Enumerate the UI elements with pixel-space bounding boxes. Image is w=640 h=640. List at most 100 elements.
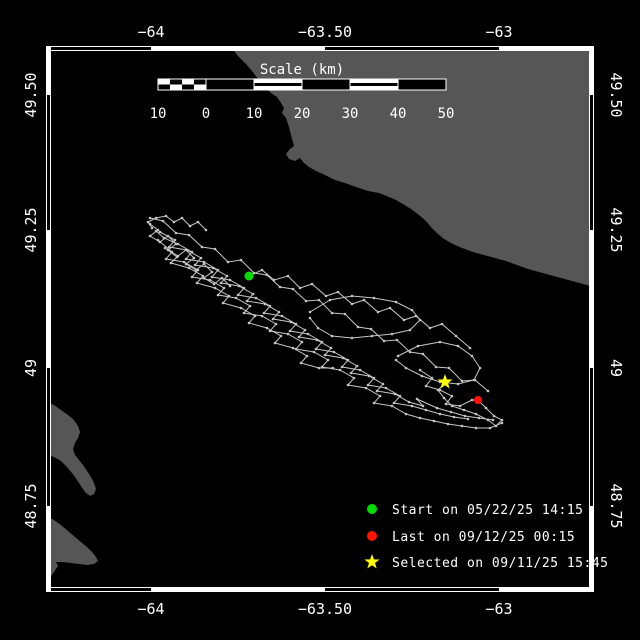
track-vertex-dot <box>404 412 408 416</box>
frame-zebra-right <box>589 506 594 592</box>
track-vertex-dot <box>239 306 243 310</box>
track-vertex-dot <box>204 228 208 232</box>
track-vertex-dot <box>184 262 188 266</box>
scale-bar-checker-cell <box>194 84 206 90</box>
axis-label-left-2: 49 <box>22 359 40 377</box>
track-vertex-dot <box>210 275 214 279</box>
track-vertex-dot <box>424 408 428 412</box>
track-vertex-dot <box>172 220 176 224</box>
track-vertex-dot <box>180 216 184 220</box>
track-vertex-dot <box>394 358 398 362</box>
track-vertex-dot <box>458 404 462 408</box>
track-vertex-dot <box>382 339 386 343</box>
track-vertex-dot <box>356 325 360 329</box>
track-vertex-dot <box>430 376 434 380</box>
map-frame <box>46 46 594 592</box>
track-vertex-dot <box>449 410 453 414</box>
track-path <box>149 223 231 287</box>
track-vertex-dot <box>466 417 470 421</box>
track-vertex-dot <box>438 412 442 416</box>
track-vertex-dot <box>273 341 277 345</box>
track-vertex-dot <box>410 404 414 408</box>
track-vertex-dot <box>314 347 318 351</box>
track-vertex-dot <box>219 281 223 285</box>
track-vertex-dot <box>328 298 332 302</box>
track-vertex-dot <box>317 366 321 370</box>
track-vertex-dot <box>366 383 370 387</box>
selected-marker <box>437 374 453 389</box>
track-vertex-dot <box>248 304 252 308</box>
track-vertex-dot <box>332 350 336 354</box>
track-vertex-dot <box>247 321 251 325</box>
track-path <box>395 341 481 385</box>
track-path <box>309 295 421 339</box>
track-vertex-dot <box>447 366 451 370</box>
track-vertex-dot <box>434 365 438 369</box>
track-path <box>164 247 333 369</box>
track-vertex-dot <box>278 285 282 289</box>
track-vertex-dot <box>346 358 350 362</box>
track-vertex-dot <box>470 354 474 358</box>
track-vertex-dot <box>420 374 424 378</box>
frame-zebra-right <box>589 230 594 368</box>
track-vertex-dot <box>221 301 225 305</box>
legend-last-marker <box>367 531 377 541</box>
track-vertex-dot <box>323 353 327 357</box>
track-vertex-dot <box>148 216 152 220</box>
track-vertex-dot <box>346 383 350 387</box>
track-vertex-dot <box>410 308 414 312</box>
track-vertex-dot <box>166 234 170 238</box>
track-vertex-dot <box>355 364 359 368</box>
track-vertex-dot <box>350 336 354 340</box>
axis-label-right-1: 49.25 <box>607 207 625 252</box>
track-vertex-dot <box>494 424 498 428</box>
scale-bar-number: 10 <box>246 106 263 122</box>
track-vertex-dot <box>288 329 292 333</box>
track-vertex-dot <box>228 284 232 288</box>
track-vertex-dot <box>415 397 419 401</box>
track-vertex-dot <box>418 416 422 420</box>
axis-label-bottom-2: −63 <box>485 600 512 618</box>
axis-label-left-1: 49.25 <box>22 207 40 252</box>
axis-label-right-2: 49 <box>607 359 625 377</box>
track-vertex-dot <box>216 268 220 272</box>
track-vertex-dot <box>491 418 495 422</box>
track-vertex-dot <box>500 418 504 422</box>
track-vertex-dot <box>462 408 466 412</box>
track-vertex-dot <box>184 248 188 252</box>
track-vertex-dot <box>394 300 398 304</box>
track-vertex-dot <box>375 389 379 393</box>
track-vertex-dot <box>330 311 334 315</box>
track-vertex-dot <box>306 332 310 336</box>
track-vertex-dot <box>460 424 464 428</box>
track-vertex-dot <box>364 386 368 390</box>
scale-bar-number: 20 <box>294 106 311 122</box>
track-vertex-dot <box>349 371 353 375</box>
scale-bar-stripe <box>350 83 398 86</box>
track-vertex-dot <box>404 366 408 370</box>
track-vertex-dot <box>378 394 382 398</box>
track-vertex-dot <box>421 404 425 408</box>
track-vertex-dot <box>194 268 198 272</box>
track-vertex-dot <box>272 278 276 282</box>
track-vertex-dot <box>201 274 205 278</box>
axis-label-bottom-1: −63.50 <box>298 600 352 618</box>
track-vertex-dot <box>477 416 481 420</box>
track-vertex-dot <box>158 240 162 244</box>
track-vertex-dot <box>188 224 192 228</box>
track-vertex-dot <box>213 247 217 251</box>
track-vertex-dot <box>274 322 278 326</box>
track-vertex-dot <box>213 286 217 290</box>
track-vertex-dot <box>242 286 246 290</box>
track-vertex-dot <box>470 398 474 402</box>
track-vertex-dot <box>148 234 152 238</box>
track-vertex-dot <box>396 354 400 358</box>
track-vertex-dot <box>163 246 167 250</box>
legend-start-marker <box>367 504 377 514</box>
track-vertex-dot <box>202 276 206 280</box>
frame-zebra-bottom <box>499 587 594 592</box>
track-vertex-dot <box>234 296 238 300</box>
track-vertex-dot <box>239 258 243 262</box>
track-vertex-dot <box>452 415 456 419</box>
track-vertex-dot <box>164 257 168 261</box>
